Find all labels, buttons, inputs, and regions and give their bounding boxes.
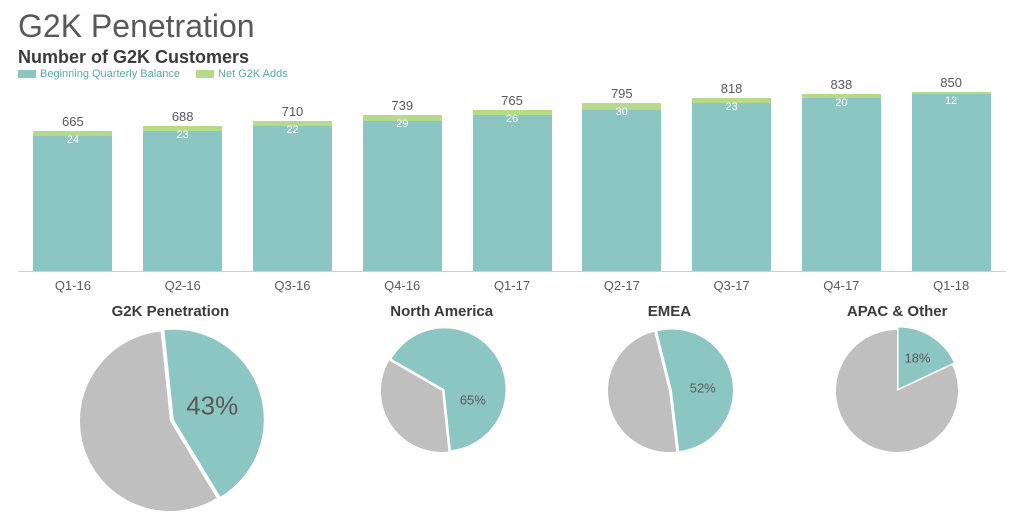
bar-net-adds-label: 23 [177, 129, 189, 141]
bar-group: 665 24 [18, 82, 128, 271]
bar-total-label: 665 [62, 114, 84, 129]
bar-stack: 30 [582, 103, 661, 271]
legend-item-base: Beginning Quarterly Balance [18, 68, 180, 80]
bar-legend: Beginning Quarterly Balance Net G2K Adds [18, 68, 1006, 80]
pie-pct-label: 18% [904, 351, 930, 366]
bar-group: 710 22 [238, 82, 348, 271]
pie-block: EMEA 52% [561, 303, 779, 456]
bar-total-label: 838 [831, 77, 853, 92]
bar-x-axis: Q1-16Q2-16Q3-16Q4-16Q1-17Q2-17Q3-17Q4-17… [18, 278, 1006, 293]
slide: G2K Penetration Number of G2K Customers … [0, 0, 1024, 516]
pie-block: G2K Penetration 43% [18, 303, 323, 516]
bar-stack: 22 [253, 121, 332, 271]
bar-total-label: 850 [940, 75, 962, 90]
x-tick: Q1-18 [896, 278, 1006, 293]
bar-segment-base [33, 136, 112, 271]
bar-stack: 24 [33, 131, 112, 271]
x-tick: Q1-16 [18, 278, 128, 293]
pie-chart [832, 326, 962, 456]
bar-segment-base [692, 103, 771, 271]
bar-segment-base [582, 110, 661, 272]
bar-group: 739 29 [347, 82, 457, 271]
bar-stack: 12 [912, 92, 991, 271]
bar-group: 795 30 [567, 82, 677, 271]
pie-title: APAC & Other [847, 303, 948, 320]
bar-segment-base [143, 131, 222, 271]
bar-stack: 29 [363, 115, 442, 271]
bar-group: 688 23 [128, 82, 238, 271]
bar-total-label: 688 [172, 109, 194, 124]
x-tick: Q2-17 [567, 278, 677, 293]
pie-row: G2K Penetration 43% North America 65% EMEA 52… [18, 303, 1006, 516]
pie-wrap: 18% [832, 326, 962, 456]
bar-segment-net-adds: 24 [33, 131, 112, 136]
bar-total-label: 795 [611, 86, 633, 101]
bar-net-adds-label: 22 [286, 124, 298, 136]
legend-label-base: Beginning Quarterly Balance [40, 68, 180, 80]
bar-segment-base [912, 94, 991, 271]
pie-block: APAC & Other 18% [788, 303, 1006, 456]
bar-chart: 665 24 688 23 710 22 739 29 765 26 795 30 818 23 83820… [18, 82, 1006, 272]
bar-net-adds-label: 24 [67, 134, 79, 146]
bar-total-label: 710 [282, 104, 304, 119]
pie-wrap: 43% [75, 326, 265, 516]
pie-title: EMEA [648, 303, 691, 320]
bar-segment-base [363, 121, 442, 271]
x-tick: Q3-16 [238, 278, 348, 293]
bar-group: 83820 [786, 82, 896, 271]
bar-segment-net-adds: 23 [692, 98, 771, 103]
bar-group: 765 26 [457, 82, 567, 271]
bar-total-label: 765 [501, 93, 523, 108]
x-tick: Q4-16 [347, 278, 457, 293]
bar-net-adds-label: 30 [616, 106, 628, 118]
pie-title: North America [390, 303, 493, 320]
bar-segment-net-adds: 29 [363, 115, 442, 121]
bar-stack: 23 [692, 98, 771, 271]
bar-net-adds-label: 29 [396, 118, 408, 130]
bar-stack: 23 [143, 126, 222, 271]
bar-stack: 26 [473, 110, 552, 272]
pie-chart [377, 326, 507, 456]
x-tick: Q2-16 [128, 278, 238, 293]
bar-group: 85012 [896, 82, 1006, 271]
bar-total-label: 818 [721, 81, 743, 96]
legend-label-adds: Net G2K Adds [218, 68, 288, 80]
pie-wrap: 65% [377, 326, 507, 456]
pie-pct-label: 52% [690, 380, 716, 395]
bar-net-adds-label: 26 [506, 113, 518, 125]
bar-segment-net-adds: 20 [802, 94, 881, 98]
bar-net-adds-label: 23 [725, 101, 737, 113]
bar-segment-net-adds: 30 [582, 103, 661, 109]
legend-item-adds: Net G2K Adds [196, 68, 288, 80]
pie-pct-label: 65% [460, 392, 486, 407]
bar-segment-base [802, 98, 881, 271]
x-tick: Q3-17 [677, 278, 787, 293]
bar-segment-net-adds: 22 [253, 121, 332, 126]
bar-stack: 20 [802, 94, 881, 271]
bar-segment-base [253, 126, 332, 271]
pie-wrap: 52% [604, 326, 734, 456]
legend-swatch-adds [196, 70, 214, 78]
x-tick: Q4-17 [786, 278, 896, 293]
x-tick: Q1-17 [457, 278, 567, 293]
bar-net-adds-label: 20 [835, 97, 847, 109]
bar-net-adds-label: 12 [945, 95, 957, 107]
bar-segment-net-adds: 23 [143, 126, 222, 131]
legend-swatch-base [18, 70, 36, 78]
page-title: G2K Penetration [18, 8, 1006, 45]
bar-segment-net-adds: 12 [912, 92, 991, 95]
pie-title: G2K Penetration [112, 303, 230, 320]
pie-pct-label: 43% [186, 390, 238, 421]
bar-segment-net-adds: 26 [473, 110, 552, 115]
pie-block: North America 65% [333, 303, 551, 456]
bar-group: 818 23 [677, 82, 787, 271]
chart-subtitle: Number of G2K Customers [18, 47, 1006, 68]
bar-segment-base [473, 115, 552, 271]
bar-total-label: 739 [391, 98, 413, 113]
